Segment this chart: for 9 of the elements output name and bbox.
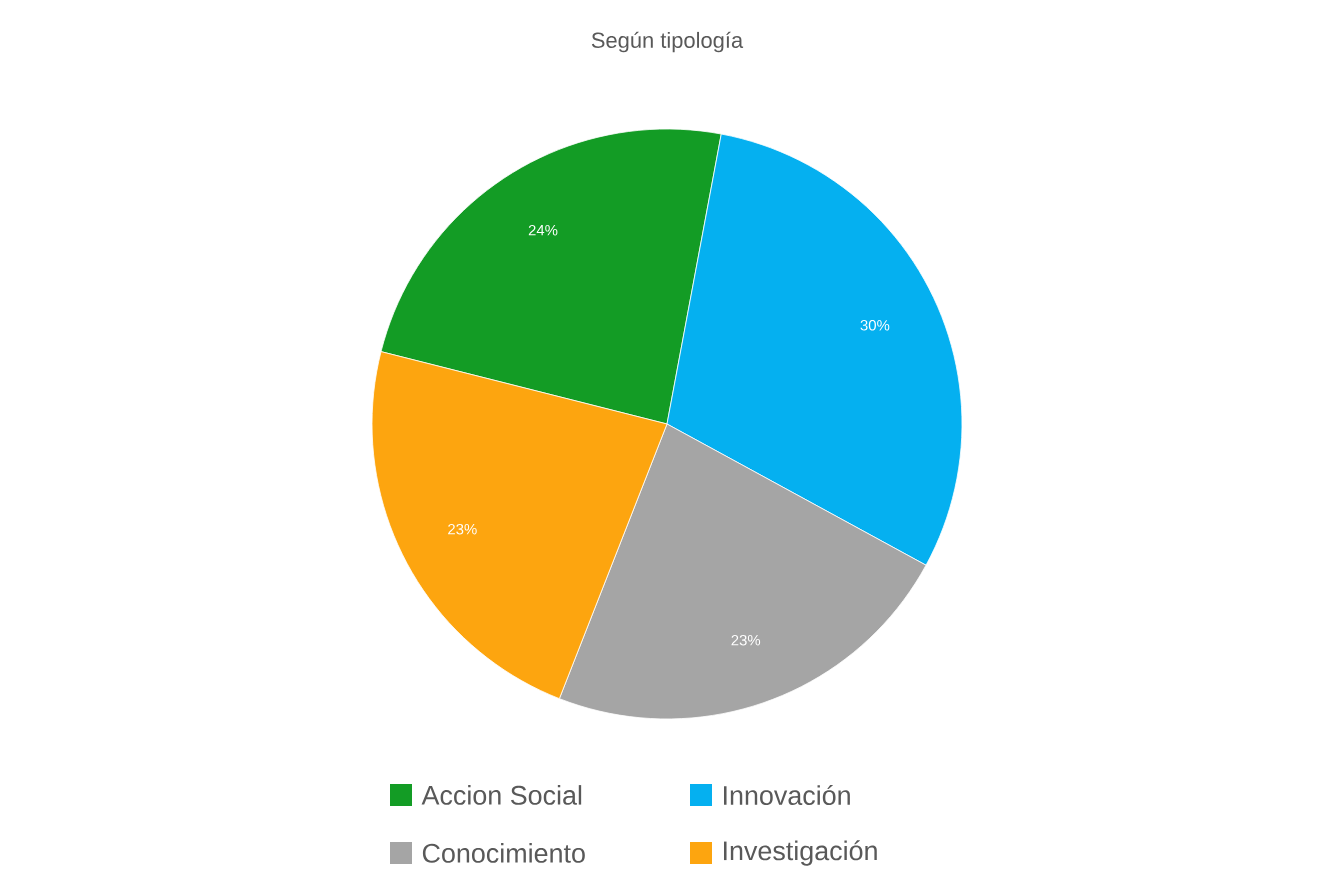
legend-label: Conocimiento: [422, 843, 585, 863]
chart-title: Según tipología: [591, 31, 744, 53]
data-label: 23%: [448, 523, 477, 535]
data-label: 30%: [860, 319, 890, 331]
legend-label: Innovación: [724, 784, 850, 806]
legend-label: Accion Social: [421, 785, 582, 805]
data-label: 23%: [731, 634, 761, 646]
legend-label: Investigación: [724, 840, 877, 866]
data-label: 24%: [528, 224, 558, 236]
